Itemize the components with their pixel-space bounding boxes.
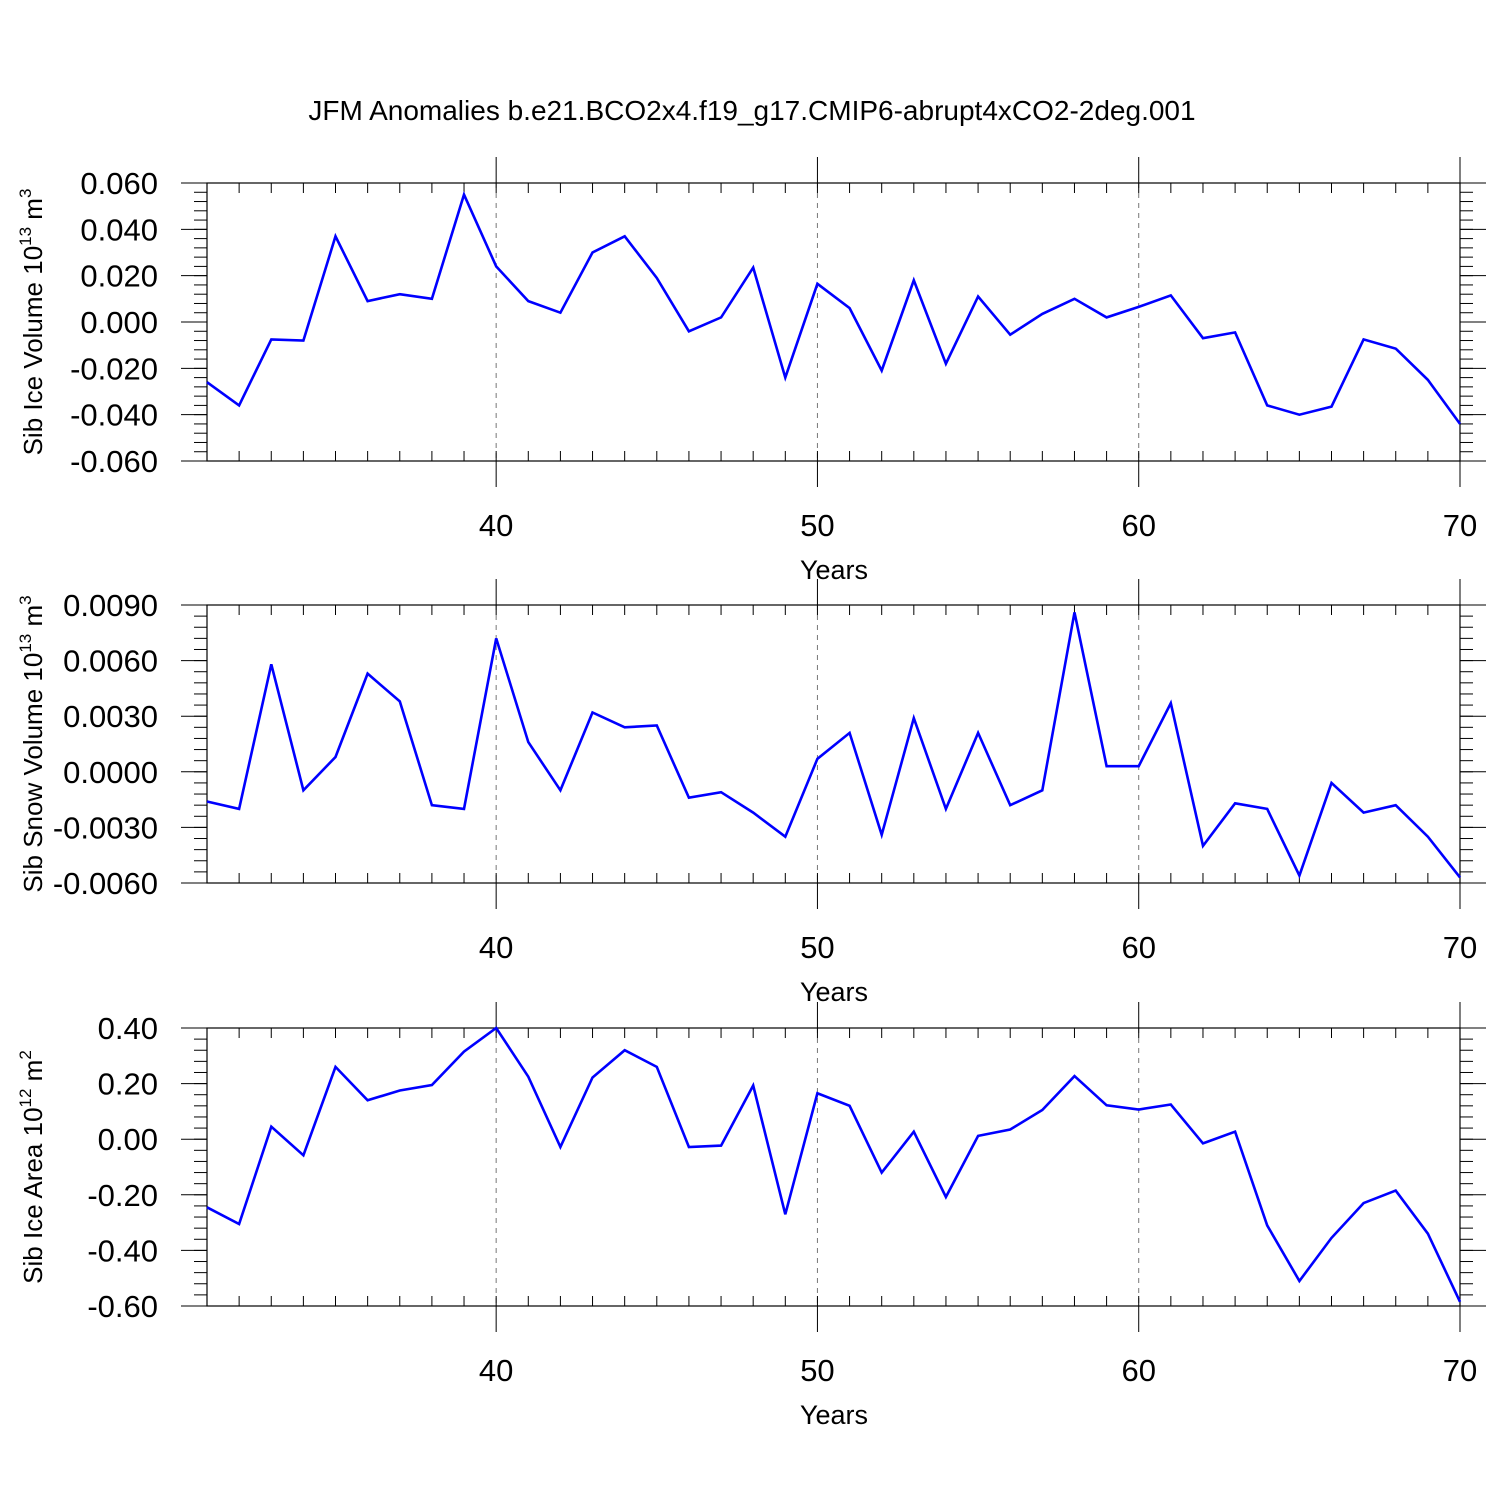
x-axis-label: Years [800,1400,868,1430]
x-tick-label: 70 [1443,930,1477,965]
y-tick-label: 0.060 [80,166,158,201]
plot-frame [206,182,1461,462]
y-tick-label: -0.40 [87,1233,158,1268]
y-tick-label: 0.40 [98,1011,158,1046]
y-tick-label: 0.0090 [63,588,158,623]
x-tick-label: 50 [800,1353,834,1388]
panel-2: 40 50 60 70 -0.0060 -0.0030 0.0000 0.0030 0.0060… [16,579,1486,1007]
x-tick-label: 50 [800,508,834,543]
plot-frame [206,1027,1461,1307]
y-tick-label: -0.0060 [53,866,158,901]
chart-title: JFM Anomalies b.e21.BCO2x4.f19_g17.CMIP6… [308,95,1195,126]
y-tick-label: -0.60 [87,1289,158,1324]
x-axis-label: Years [800,977,868,1007]
x-axis-label: Years [800,555,868,585]
y-axis-label: Sib Snow Volume 1013 m3 [16,595,48,892]
y-tick-label: 0.0000 [63,755,158,790]
plot-frame [206,604,1461,884]
x-tick-label: 70 [1443,1353,1477,1388]
y-tick-label: -0.020 [70,351,158,386]
y-tick-label: 0.0030 [63,699,158,734]
x-tick-label: 40 [479,508,513,543]
y-tick-label: 0.20 [98,1067,158,1102]
panel-1: 40 50 60 70 -0.060 -0.040 -0.020 0.000 0.020 0.04… [16,157,1486,585]
y-tick-label: -0.20 [87,1178,158,1213]
y-tick-label: 0.00 [98,1122,158,1157]
x-tick-label: 40 [479,1353,513,1388]
y-tick-label: 0.000 [80,305,158,340]
x-tick-label: 60 [1121,1353,1155,1388]
y-tick-label: -0.060 [70,444,158,479]
panel-3: 40 50 60 70 -0.60 -0.40 -0.20 0.00 0.20 0.40 Years… [16,1002,1486,1430]
y-tick-label: 0.040 [80,212,158,247]
series-line [206,190,1462,425]
y-tick-label: 0.020 [80,259,158,294]
x-tick-label: 60 [1121,508,1155,543]
y-axis-label: Sib Ice Area 1012 m2 [16,1050,48,1284]
y-tick-label: -0.0030 [53,810,158,845]
y-axis-label: Sib Ice Volume 1013 m3 [16,189,48,456]
series-line [206,612,1462,880]
series-line [206,1026,1462,1303]
x-tick-label: 60 [1121,930,1155,965]
x-tick-label: 40 [479,930,513,965]
y-tick-label: -0.040 [70,398,158,433]
panels: 40 50 60 70 -0.060 -0.040 -0.020 0.000 0.020 0.04… [16,157,1486,1430]
y-tick-label: 0.0060 [63,644,158,679]
x-tick-label: 70 [1443,508,1477,543]
x-tick-label: 50 [800,930,834,965]
